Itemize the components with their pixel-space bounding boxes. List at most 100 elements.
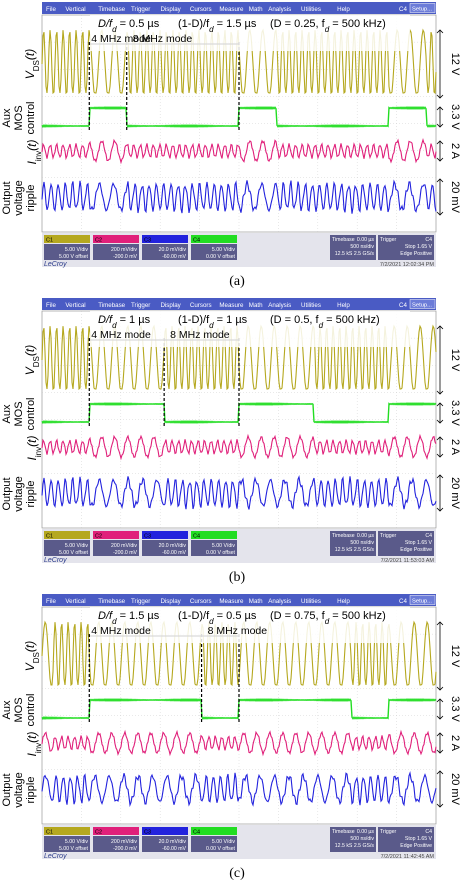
menu-item[interactable]: Analysis: [268, 598, 291, 605]
channel-tag-bg[interactable]: [191, 235, 237, 243]
setup-button[interactable]: [409, 299, 436, 309]
channel-scale: 5.00 V/div: [212, 839, 235, 845]
menu-item[interactable]: Utilities: [301, 598, 321, 605]
channel-box[interactable]: [44, 836, 90, 852]
menu-item[interactable]: File: [46, 598, 57, 605]
channel-tag-bg[interactable]: [191, 531, 237, 539]
menu-item[interactable]: Timebase: [98, 6, 125, 13]
label-vds-text: VDS(t): [23, 641, 41, 671]
channel-box[interactable]: [142, 836, 188, 852]
menu-item[interactable]: Measure: [219, 598, 244, 605]
timebase-box[interactable]: [330, 531, 376, 556]
channel-box[interactable]: [142, 540, 188, 556]
annotation-left: D/fd = 1.5 µs: [98, 610, 160, 626]
menu-item[interactable]: Display: [160, 302, 181, 309]
menu-item[interactable]: Help: [337, 302, 350, 309]
channel-tag-bg[interactable]: [142, 235, 188, 243]
label-out-line3: ripple: [25, 777, 37, 804]
menu-item[interactable]: Help: [337, 6, 350, 13]
timebase-box[interactable]: [330, 827, 376, 852]
menu-item[interactable]: Utilities: [301, 302, 321, 309]
channel-tag-bg[interactable]: [44, 235, 90, 243]
channel-tag: C2: [95, 534, 102, 540]
scale-inv-arrows: [436, 732, 444, 754]
channel-scale: 5.00 V/div: [65, 839, 88, 845]
scale-out: 20 mV: [449, 773, 461, 805]
annotation-mid: (1-D)/fd = 0.5 µs: [178, 610, 257, 626]
annotation: D/fd = 1.5 µs (1-D)/fd = 0.5 µs (D = 0.75,…: [90, 607, 410, 643]
menu-item[interactable]: File: [46, 302, 57, 309]
text-part: = 500 kHz): [329, 610, 386, 622]
channel-offset: -60.00 mV: [162, 846, 186, 852]
output-ripple-trace: [41, 475, 437, 510]
label-inv: Iinv(t): [25, 436, 43, 461]
text-part: D/f: [98, 314, 113, 326]
menu-item[interactable]: Math: [249, 6, 263, 13]
menu-item[interactable]: Vertical: [65, 598, 85, 605]
channel-tag-bg[interactable]: [44, 827, 90, 835]
text-part: = 500 kHz): [323, 314, 380, 326]
label-aux-line3: control: [25, 397, 37, 430]
setup-button[interactable]: [409, 595, 436, 605]
channel-box[interactable]: [191, 244, 237, 260]
text-part: (D = 0.25, f: [270, 18, 326, 30]
menu-item[interactable]: Cursors: [190, 6, 212, 13]
menu-item[interactable]: Math: [249, 598, 263, 605]
menu-item[interactable]: Analysis: [268, 302, 291, 309]
menu-item[interactable]: Timebase: [98, 302, 125, 309]
text-part: V: [23, 70, 37, 79]
menu-item[interactable]: Measure: [219, 6, 244, 13]
channel-tag-bg[interactable]: [93, 531, 139, 539]
channel-box[interactable]: [44, 540, 90, 556]
trigger-row: Edge Positive: [400, 547, 432, 553]
menu-item[interactable]: Vertical: [65, 302, 85, 309]
oscilloscope-panel: File Vertical Timebase Trigger Display Cursor…: [0, 2, 474, 273]
menu-item[interactable]: File: [46, 6, 57, 13]
channel-box[interactable]: [93, 540, 139, 556]
menu-item[interactable]: Display: [160, 6, 181, 13]
menu-item[interactable]: Measure: [219, 302, 244, 309]
annotation-bg: [90, 607, 410, 643]
label-out-line3: ripple: [25, 481, 37, 508]
annotation-bg: [90, 311, 410, 347]
channel-tag-bg[interactable]: [44, 531, 90, 539]
trigger-box[interactable]: [378, 531, 434, 556]
menu-item[interactable]: Trigger: [131, 598, 150, 605]
timebase-box[interactable]: [330, 235, 376, 260]
menu-item[interactable]: Math: [249, 302, 263, 309]
menu-item[interactable]: Cursors: [190, 598, 212, 605]
menu-item[interactable]: Help: [337, 598, 350, 605]
setup-button[interactable]: [409, 3, 436, 13]
label-inv: Iinv(t): [25, 140, 43, 165]
menu-item[interactable]: Trigger: [131, 302, 150, 309]
timebase-row: 12.5 kS 2.5 GS/s: [335, 251, 375, 257]
subscript: inv: [34, 447, 43, 457]
trigger-box[interactable]: [378, 235, 434, 260]
channel-box[interactable]: [93, 244, 139, 260]
trigger-row: Stop 1.65 V: [405, 836, 433, 842]
channel-tag-bg[interactable]: [93, 827, 139, 835]
channel-tag-bg[interactable]: [142, 827, 188, 835]
channel-tag-bg[interactable]: [93, 235, 139, 243]
channel-tag-bg[interactable]: [191, 827, 237, 835]
channel-box[interactable]: [191, 540, 237, 556]
trigger-box[interactable]: [378, 827, 434, 852]
menu-item[interactable]: Cursors: [190, 302, 212, 309]
menu-item[interactable]: Vertical: [65, 6, 85, 13]
menu-item[interactable]: Timebase: [98, 598, 125, 605]
menu-item[interactable]: Utilities: [301, 6, 321, 13]
label-out: Output voltage ripple: [1, 180, 37, 215]
channel-tag: C2: [95, 830, 102, 836]
text-part: (1-D)/f: [178, 18, 210, 30]
scale-aux-arrows: [436, 698, 444, 720]
scale-inv-arrows: [436, 140, 444, 162]
channel-tag-bg[interactable]: [142, 531, 188, 539]
channel-box[interactable]: [142, 244, 188, 260]
channel-box[interactable]: [44, 244, 90, 260]
channel-box[interactable]: [191, 836, 237, 852]
trigger-label: Trigger: [380, 237, 397, 243]
menu-item[interactable]: Display: [160, 598, 181, 605]
menu-item[interactable]: Analysis: [268, 6, 291, 13]
channel-box[interactable]: [93, 836, 139, 852]
menu-item[interactable]: Trigger: [131, 6, 150, 13]
